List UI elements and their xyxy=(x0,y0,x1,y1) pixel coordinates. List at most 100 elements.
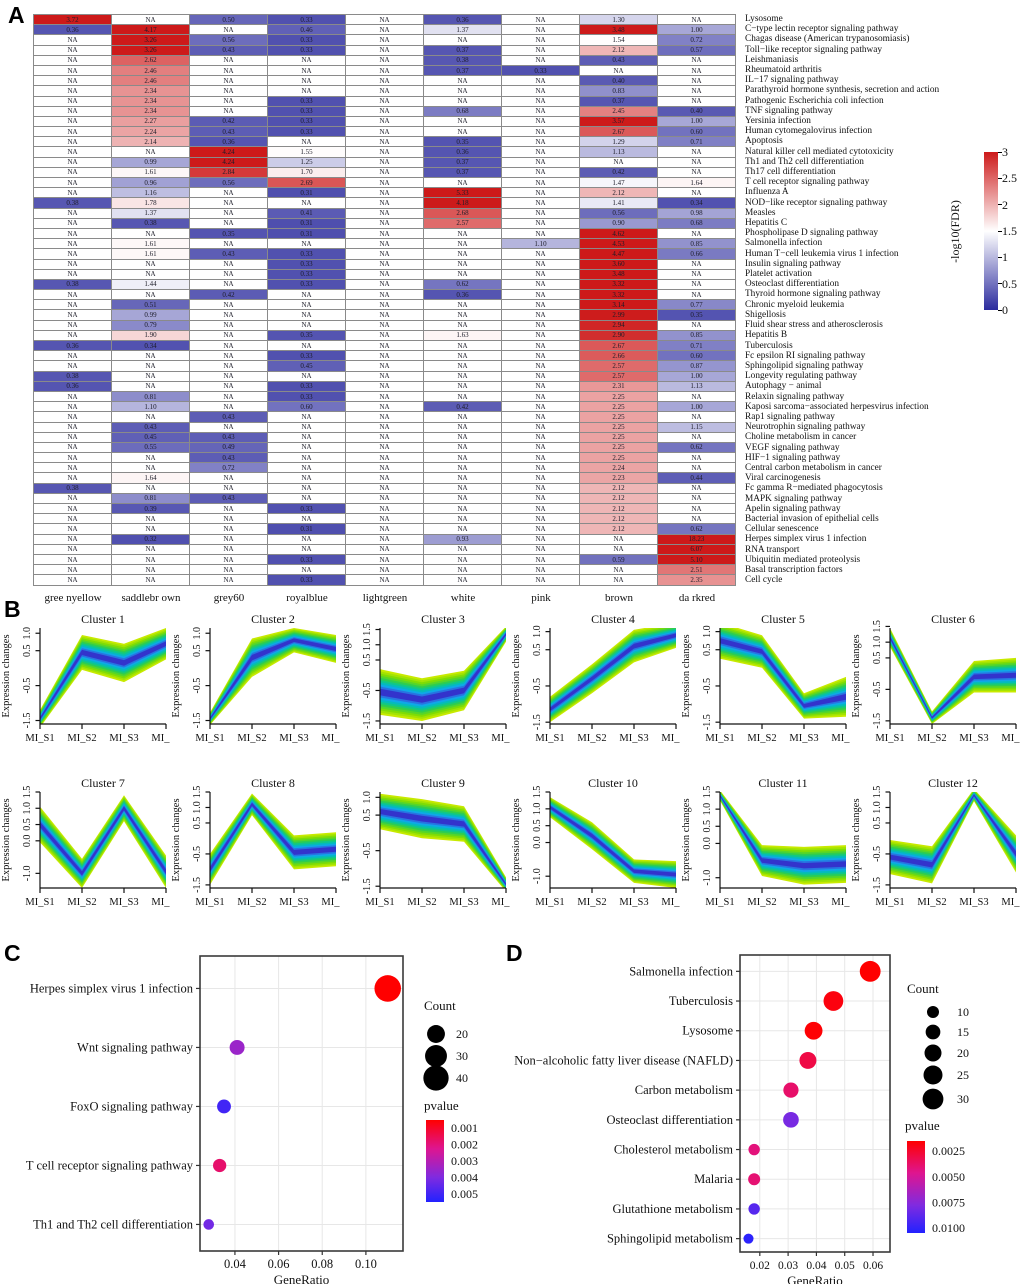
svg-text:1.0: 1.0 xyxy=(22,802,33,815)
svg-text:0.0: 0.0 xyxy=(702,837,713,850)
heatmap-cell: 1.25 xyxy=(268,157,345,167)
heatmap-cell: NA xyxy=(34,320,111,330)
pathway-label: MAPK signaling pathway xyxy=(745,493,843,504)
svg-text:1.5: 1.5 xyxy=(192,786,203,799)
heatmap-cell: NA xyxy=(658,493,735,503)
heatmap-cell: NA xyxy=(658,279,735,290)
heatmap-cell: 0.56 xyxy=(190,178,267,188)
heatmap-cell: NA xyxy=(34,55,111,65)
heatmap-cell: NA xyxy=(502,127,579,137)
fdr-colorbar xyxy=(984,152,998,310)
heatmap-cell: NA xyxy=(424,381,501,391)
heatmap-cell: NA xyxy=(112,371,189,381)
heatmap-cell: NA xyxy=(346,45,423,55)
svg-text:20: 20 xyxy=(957,1046,969,1060)
heatmap-cell: NA xyxy=(424,422,501,432)
heatmap-cell: 2.23 xyxy=(580,473,657,483)
heatmap-cell: 0.40 xyxy=(580,76,657,86)
heatmap-cell: 0.81 xyxy=(112,493,189,503)
svg-text:-1.5: -1.5 xyxy=(872,713,883,729)
heatmap-cell: NA xyxy=(346,188,423,198)
heatmap-cell: NA xyxy=(346,453,423,463)
heatmap-cell: 0.33 xyxy=(268,391,345,402)
heatmap-cell: NA xyxy=(502,116,579,127)
heatmap-cell: 0.62 xyxy=(658,442,735,453)
heatmap-cell: 3.48 xyxy=(580,25,657,35)
svg-text:MI_S4: MI_S4 xyxy=(321,897,340,908)
pathway-label: Leishmaniasis xyxy=(745,54,799,65)
svg-text:0.0: 0.0 xyxy=(532,836,543,849)
heatmap-cell: NA xyxy=(190,330,267,340)
heatmap-cell: NA xyxy=(34,402,111,412)
heatmap-cell: 0.38 xyxy=(34,483,111,493)
heatmap-cell: NA xyxy=(658,504,735,514)
svg-text:1.5: 1.5 xyxy=(872,786,883,799)
svg-text:Cluster 8: Cluster 8 xyxy=(251,776,295,790)
cluster-plot: Cluster 1 Expression changes -1.5 -0.5 0.5 1.… xyxy=(1,612,170,744)
heatmap-cell: NA xyxy=(34,544,111,554)
heatmap-cell: 4.24 xyxy=(190,147,267,157)
heatmap-cell: NA xyxy=(346,432,423,442)
heatmap-cell: 0.56 xyxy=(580,208,657,218)
svg-text:1.0: 1.0 xyxy=(872,636,883,649)
pathway-label: Neurotrophin signaling pathway xyxy=(745,422,866,433)
heatmap-cell: NA xyxy=(502,473,579,483)
module-column-label: da rkred xyxy=(678,592,716,604)
svg-text:MI_S4: MI_S4 xyxy=(831,733,850,744)
svg-text:-0.5: -0.5 xyxy=(22,678,33,694)
heatmap-cell: NA xyxy=(190,96,267,106)
heatmap-cell: NA xyxy=(346,341,423,351)
svg-text:0.5: 0.5 xyxy=(22,644,33,657)
heatmap-cell: NA xyxy=(112,575,189,585)
heatmap-cell: NA xyxy=(424,269,501,279)
svg-text:0.05: 0.05 xyxy=(835,1260,855,1272)
heatmap-cell: 0.62 xyxy=(424,279,501,290)
svg-text:MI_S2: MI_S2 xyxy=(237,897,266,908)
heatmap-cell: 2.25 xyxy=(580,453,657,463)
svg-text:0.5: 0.5 xyxy=(362,654,373,667)
pathway-label: Human T−cell leukemia virus 1 infection xyxy=(745,248,899,259)
heatmap-cell: NA xyxy=(268,86,345,96)
heatmap-cell: 0.35 xyxy=(190,228,267,239)
heatmap-cell: NA xyxy=(190,300,267,310)
heatmap-cell: NA xyxy=(34,208,111,218)
svg-text:0.5: 0.5 xyxy=(22,818,33,831)
svg-text:1.5: 1.5 xyxy=(872,620,883,633)
heatmap-cell: NA xyxy=(346,86,423,96)
heatmap-cell: 2.25 xyxy=(580,422,657,432)
panel-d-label: D xyxy=(506,940,523,966)
heatmap-cell: NA xyxy=(190,25,267,35)
svg-text:Expression changes: Expression changes xyxy=(681,634,692,717)
heatmap-cell: NA xyxy=(190,524,267,534)
svg-text:MI_S2: MI_S2 xyxy=(577,733,606,744)
heatmap-cell: 1.41 xyxy=(580,198,657,208)
svg-text:Expression changes: Expression changes xyxy=(851,798,862,881)
pathway-label: Rap1 signaling pathway xyxy=(745,411,835,422)
svg-text:0.5: 0.5 xyxy=(532,643,543,656)
svg-text:15: 15 xyxy=(957,1025,969,1039)
svg-text:0.0100: 0.0100 xyxy=(932,1221,965,1235)
svg-text:MI_S3: MI_S3 xyxy=(959,897,988,908)
heatmap-cell: 5.33 xyxy=(424,188,501,198)
heatmap-cell: 1.13 xyxy=(580,147,657,157)
heatmap-cell: NA xyxy=(502,514,579,524)
pathway-label: Choline metabolism in cancer xyxy=(745,432,857,443)
svg-text:Non−alcoholic fatty liver dise: Non−alcoholic fatty liver disease (NAFLD… xyxy=(514,1053,733,1067)
svg-text:0.004: 0.004 xyxy=(451,1170,478,1184)
svg-text:1.0: 1.0 xyxy=(192,627,203,640)
heatmap-cell: NA xyxy=(502,55,579,65)
svg-text:-1.5: -1.5 xyxy=(532,714,543,730)
heatmap-cell: NA xyxy=(424,371,501,381)
heatmap-cell: NA xyxy=(346,279,423,290)
svg-text:-1.5: -1.5 xyxy=(362,878,373,894)
heatmap-cell: 1.15 xyxy=(658,422,735,432)
heatmap-cell: 3.14 xyxy=(580,300,657,310)
heatmap-cell: NA xyxy=(34,554,111,565)
heatmap-cell: NA xyxy=(502,96,579,106)
heatmap-cell: 0.33 xyxy=(268,35,345,45)
heatmap-cell: NA xyxy=(658,188,735,198)
heatmap-cell: NA xyxy=(34,493,111,503)
heatmap-cell: NA xyxy=(190,239,267,249)
heatmap-cell: 0.99 xyxy=(112,310,189,320)
heatmap-cell: NA xyxy=(424,86,501,96)
